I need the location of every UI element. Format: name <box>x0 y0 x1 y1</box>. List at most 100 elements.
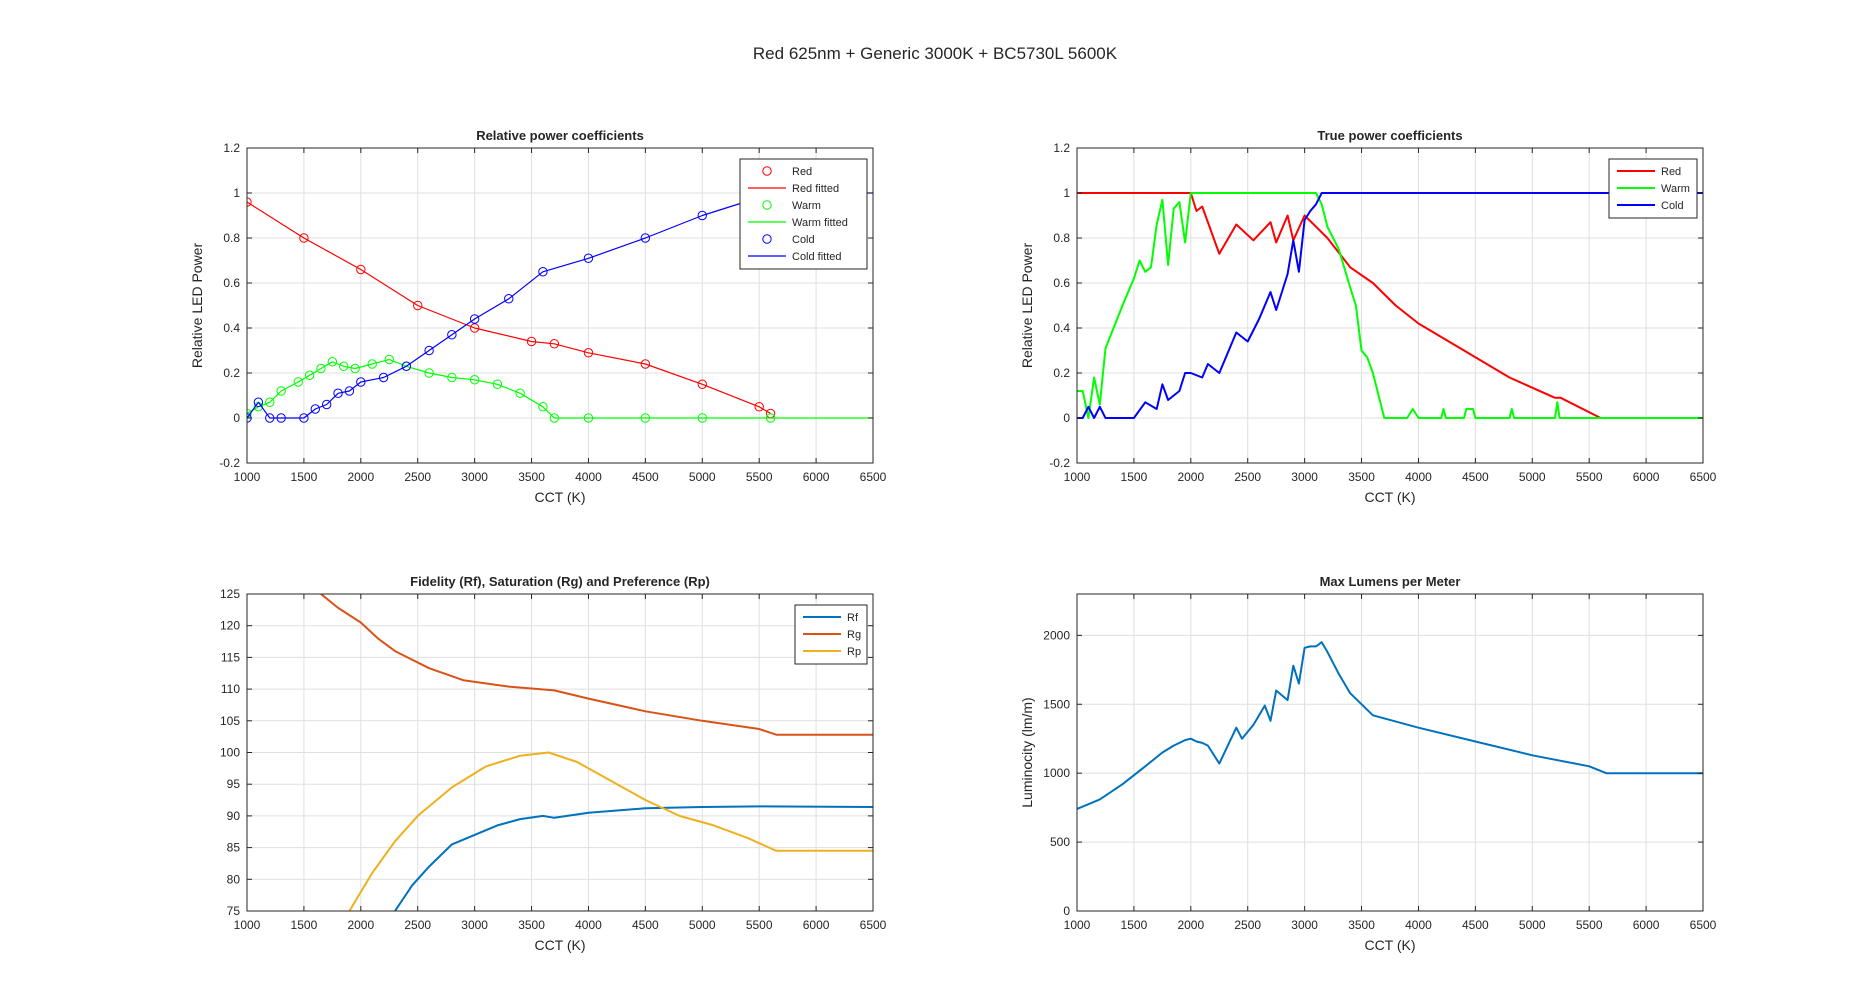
series-group <box>320 594 873 911</box>
y-tick-label: 1000 <box>1043 766 1070 780</box>
data-point-red <box>583 348 594 358</box>
panel-lumens: 1000 1500 2000 2500 3000 3500 4000 4500 5000 5500… <box>1019 574 1717 953</box>
data-point-red <box>469 323 480 333</box>
x-tick-label: 1000 <box>234 470 261 484</box>
x-tick-label: 4000 <box>1405 918 1432 932</box>
y-tick-label: 90 <box>227 809 241 823</box>
y-tick-label: 0.2 <box>1053 366 1070 380</box>
x-tick-label: 4500 <box>632 918 659 932</box>
y-tick-label: 125 <box>220 587 240 601</box>
x-tick-label: 2000 <box>1177 918 1204 932</box>
x-tick-label: 3000 <box>461 470 488 484</box>
x-tick-label: 5000 <box>1519 470 1546 484</box>
y-tick-label: 0 <box>1063 411 1070 425</box>
x-tick-label: 2000 <box>347 470 374 484</box>
series-group <box>1077 641 1703 810</box>
x-tick-label: 4000 <box>575 470 602 484</box>
x-tick-label: 2500 <box>1234 470 1261 484</box>
y-tick-label: 0.2 <box>223 366 240 380</box>
y-axis-label: Luminocity (lm/m) <box>1019 697 1035 807</box>
y-tick-label: 1 <box>1063 186 1070 200</box>
data-point-cold <box>321 399 332 410</box>
x-tick-label: 3000 <box>1291 470 1318 484</box>
figure-title: Red 625nm + Generic 3000K + BC5730L 5600… <box>753 44 1118 63</box>
y-tick-label: -0.2 <box>219 456 240 470</box>
series-line-cold-fitted <box>247 192 873 419</box>
y-axis-label: Relative LED Power <box>189 243 205 369</box>
x-tick-label: 6500 <box>1690 918 1717 932</box>
series-line-rf <box>394 805 873 911</box>
plot-area <box>1077 148 1703 463</box>
data-point-warm <box>304 370 315 380</box>
y-tick-label: 105 <box>220 714 240 728</box>
data-point-red <box>697 379 707 389</box>
x-tick-label: 5000 <box>689 918 716 932</box>
plot-area <box>1077 594 1703 911</box>
x-tick-label: 1500 <box>1121 470 1148 484</box>
x-tick-label: 6500 <box>860 918 887 932</box>
series-line-rg <box>320 594 873 736</box>
y-tick-label: 115 <box>221 650 240 664</box>
y-tick-label: 0.6 <box>1053 276 1070 290</box>
data-point-warm <box>327 357 338 367</box>
data-point-red <box>754 402 764 412</box>
x-tick-label: 2500 <box>1234 918 1261 932</box>
x-tick-label: 1500 <box>291 470 318 484</box>
data-point-cold <box>344 386 355 396</box>
y-tick-label: 110 <box>221 682 240 696</box>
x-tick-label: 6000 <box>1633 918 1660 932</box>
x-tick-label: 4500 <box>632 470 659 484</box>
legend-label: Warm <box>792 200 821 212</box>
y-tick-label: 2000 <box>1043 628 1070 642</box>
x-tick-label: 3500 <box>518 470 545 484</box>
x-tick-label: 4500 <box>1462 918 1489 932</box>
legend-label: Cold <box>792 234 815 246</box>
data-point-warm <box>316 363 326 374</box>
y-tick-label: 85 <box>227 841 241 855</box>
x-tick-label: 5500 <box>746 918 773 932</box>
x-tick-label: 4000 <box>1405 470 1432 484</box>
series-line-series <box>1077 641 1703 810</box>
x-tick-label: 6000 <box>1633 470 1660 484</box>
x-tick-label: 1500 <box>1121 918 1148 932</box>
x-tick-label: 3500 <box>1348 918 1375 932</box>
y-tick-label: 120 <box>220 619 240 633</box>
y-tick-label: -0.2 <box>1049 456 1070 470</box>
y-tick-label: 0.4 <box>223 321 240 335</box>
x-tick-label: 2000 <box>1177 470 1204 484</box>
y-tick-label: 0.8 <box>223 231 240 245</box>
x-tick-label: 6000 <box>803 470 830 484</box>
legend-label: Red <box>1661 166 1681 178</box>
data-point-warm <box>515 388 525 398</box>
axes-box <box>246 147 874 464</box>
x-tick-label: 6000 <box>803 918 830 932</box>
panel-title: Max Lumens per Meter <box>1320 574 1461 589</box>
x-tick-label: 5000 <box>689 470 716 484</box>
x-tick-label: 2000 <box>347 918 374 932</box>
x-tick-label: 3500 <box>518 918 545 932</box>
data-point-cold <box>697 210 707 221</box>
data-point-cold <box>333 388 343 398</box>
panel-fidelity: 1000 1500 2000 2500 3000 3500 4000 4500 5000 5500… <box>220 574 887 953</box>
x-tick-label: 3000 <box>461 918 488 932</box>
y-tick-label: 75 <box>227 904 241 918</box>
y-tick-label: 0.8 <box>1053 231 1070 245</box>
data-point-cold <box>310 404 320 414</box>
panel-title: True power coefficients <box>1317 128 1462 143</box>
x-tick-label: 3000 <box>1291 918 1318 932</box>
data-point-warm <box>339 361 349 371</box>
x-tick-label: 1000 <box>1064 918 1091 932</box>
y-tick-label: 0.6 <box>223 276 240 290</box>
series-line-warm <box>1077 192 1703 419</box>
panel-title: Relative power coefficients <box>476 128 644 143</box>
legend-label: Warm fitted <box>792 217 848 229</box>
x-tick-label: 1000 <box>1064 470 1091 484</box>
legend: Red Warm Cold <box>1608 158 1698 219</box>
y-tick-label: 95 <box>227 777 241 791</box>
data-point-red <box>640 359 651 369</box>
x-axis-label: CCT (K) <box>534 937 585 953</box>
x-axis-label: CCT (K) <box>1364 937 1415 953</box>
y-tick-label: 1.2 <box>1053 141 1070 155</box>
y-tick-label: 0 <box>233 411 240 425</box>
series-group <box>247 192 873 423</box>
